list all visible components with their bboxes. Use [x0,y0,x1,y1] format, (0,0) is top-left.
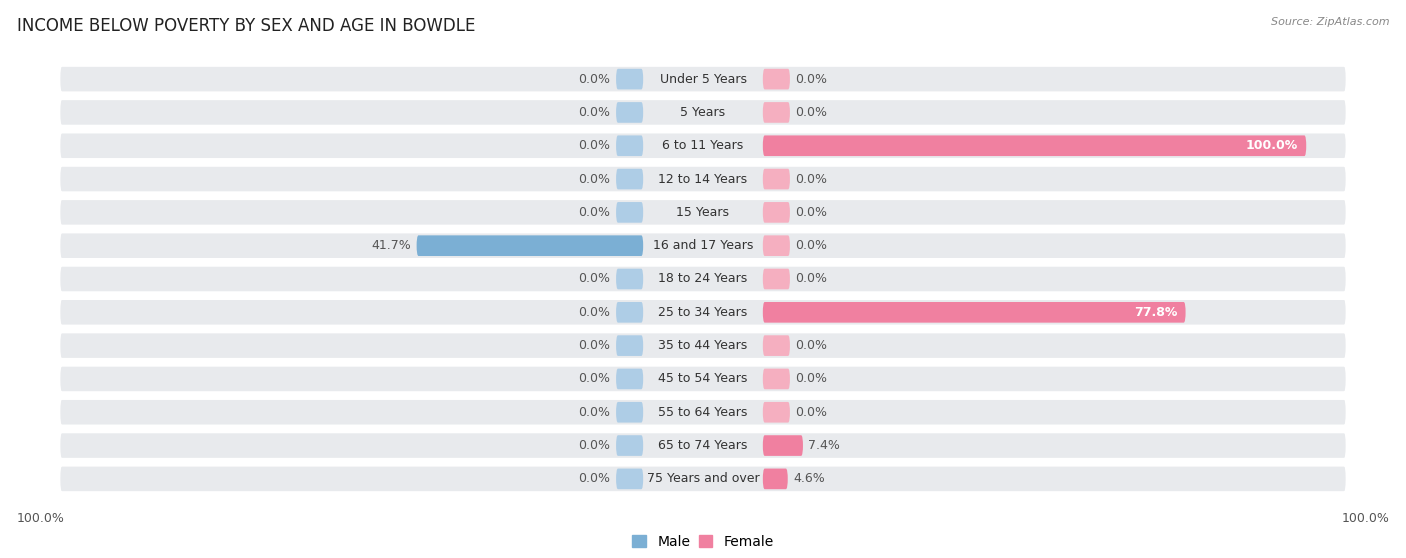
Text: 41.7%: 41.7% [371,239,411,252]
Text: 0.0%: 0.0% [579,106,610,119]
Text: Source: ZipAtlas.com: Source: ZipAtlas.com [1271,17,1389,27]
FancyBboxPatch shape [59,465,1347,493]
FancyBboxPatch shape [59,398,1347,426]
FancyBboxPatch shape [616,435,643,456]
Text: 0.0%: 0.0% [579,439,610,452]
Text: 0.0%: 0.0% [579,306,610,319]
Text: 5 Years: 5 Years [681,106,725,119]
Text: 18 to 24 Years: 18 to 24 Years [658,272,748,286]
FancyBboxPatch shape [59,432,1347,459]
FancyBboxPatch shape [763,169,790,189]
Text: INCOME BELOW POVERTY BY SEX AND AGE IN BOWDLE: INCOME BELOW POVERTY BY SEX AND AGE IN B… [17,17,475,35]
FancyBboxPatch shape [59,99,1347,126]
FancyBboxPatch shape [763,369,790,389]
Text: 0.0%: 0.0% [579,406,610,418]
FancyBboxPatch shape [59,365,1347,393]
FancyBboxPatch shape [763,102,790,123]
FancyBboxPatch shape [763,469,787,489]
FancyBboxPatch shape [59,199,1347,226]
FancyBboxPatch shape [763,268,790,290]
Text: 0.0%: 0.0% [796,172,827,186]
FancyBboxPatch shape [616,402,643,422]
FancyBboxPatch shape [59,232,1347,259]
Text: 0.0%: 0.0% [796,73,827,85]
FancyBboxPatch shape [616,69,643,89]
FancyBboxPatch shape [616,369,643,389]
Text: 12 to 14 Years: 12 to 14 Years [658,172,748,186]
FancyBboxPatch shape [59,266,1347,292]
Text: Under 5 Years: Under 5 Years [659,73,747,85]
Text: 6 to 11 Years: 6 to 11 Years [662,140,744,152]
FancyBboxPatch shape [616,202,643,223]
FancyBboxPatch shape [763,69,790,89]
Text: 0.0%: 0.0% [796,206,827,219]
FancyBboxPatch shape [616,268,643,290]
Text: 0.0%: 0.0% [796,272,827,286]
FancyBboxPatch shape [763,435,803,456]
Text: 0.0%: 0.0% [579,73,610,85]
Text: 0.0%: 0.0% [796,372,827,386]
FancyBboxPatch shape [763,136,1306,156]
FancyBboxPatch shape [616,302,643,323]
FancyBboxPatch shape [616,136,643,156]
Text: 0.0%: 0.0% [579,339,610,352]
Text: 0.0%: 0.0% [579,272,610,286]
Text: 4.6%: 4.6% [793,473,825,485]
Legend: Male, Female: Male, Female [633,535,773,549]
Text: 0.0%: 0.0% [796,406,827,418]
Text: 25 to 34 Years: 25 to 34 Years [658,306,748,319]
Text: 100.0%: 100.0% [1341,512,1389,525]
FancyBboxPatch shape [616,469,643,489]
Text: 77.8%: 77.8% [1135,306,1177,319]
FancyBboxPatch shape [616,335,643,356]
Text: 100.0%: 100.0% [1246,140,1298,152]
Text: 16 and 17 Years: 16 and 17 Years [652,239,754,252]
FancyBboxPatch shape [59,65,1347,93]
Text: 0.0%: 0.0% [796,339,827,352]
Text: 35 to 44 Years: 35 to 44 Years [658,339,748,352]
Text: 0.0%: 0.0% [579,372,610,386]
FancyBboxPatch shape [59,165,1347,193]
FancyBboxPatch shape [59,132,1347,160]
Text: 100.0%: 100.0% [17,512,65,525]
FancyBboxPatch shape [763,235,790,256]
Text: 45 to 54 Years: 45 to 54 Years [658,372,748,386]
Text: 0.0%: 0.0% [579,172,610,186]
Text: 0.0%: 0.0% [796,106,827,119]
Text: 7.4%: 7.4% [808,439,841,452]
Text: 55 to 64 Years: 55 to 64 Years [658,406,748,418]
FancyBboxPatch shape [763,402,790,422]
Text: 0.0%: 0.0% [579,140,610,152]
FancyBboxPatch shape [763,335,790,356]
Text: 0.0%: 0.0% [579,206,610,219]
FancyBboxPatch shape [59,332,1347,359]
FancyBboxPatch shape [59,299,1347,326]
FancyBboxPatch shape [616,169,643,189]
FancyBboxPatch shape [416,235,643,256]
Text: 0.0%: 0.0% [796,239,827,252]
Text: 75 Years and over: 75 Years and over [647,473,759,485]
FancyBboxPatch shape [763,202,790,223]
Text: 65 to 74 Years: 65 to 74 Years [658,439,748,452]
Text: 15 Years: 15 Years [676,206,730,219]
FancyBboxPatch shape [763,302,1185,323]
Text: 0.0%: 0.0% [579,473,610,485]
FancyBboxPatch shape [616,102,643,123]
